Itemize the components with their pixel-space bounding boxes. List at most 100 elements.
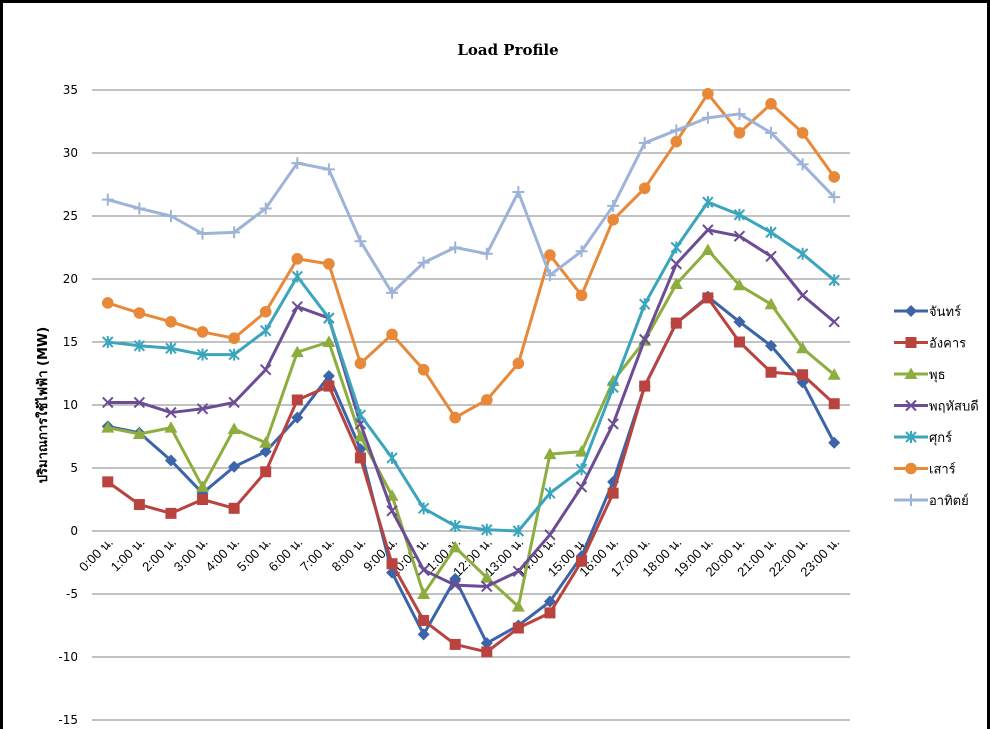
data-point — [386, 505, 398, 517]
data-point — [449, 638, 461, 650]
data-point — [638, 182, 651, 195]
data-point — [417, 363, 430, 376]
data-point — [323, 312, 335, 325]
data-point — [418, 614, 430, 626]
data-point — [575, 481, 588, 493]
y-tick-label: -10 — [58, 650, 78, 664]
data-point — [607, 418, 619, 430]
data-point — [417, 587, 431, 599]
legend-item: เสาร์ — [894, 462, 956, 478]
y-tick-label: 15 — [63, 335, 78, 349]
legend-label: จันทร์ — [929, 304, 961, 320]
data-point — [765, 250, 777, 263]
data-point — [101, 297, 114, 309]
data-point — [291, 301, 303, 313]
gridlines — [92, 89, 850, 721]
data-point — [480, 394, 493, 406]
data-point — [670, 124, 683, 137]
x-tick-label: 0:00 น. — [76, 535, 116, 575]
data-point — [386, 286, 399, 299]
data-point — [322, 163, 335, 176]
x-tick-label: 2:00 น. — [139, 535, 179, 575]
x-tick-label: 5:00 น. — [234, 535, 274, 575]
data-point — [607, 381, 619, 394]
chart-title: Load Profile — [457, 41, 558, 59]
data-point — [796, 247, 809, 260]
data-point — [481, 646, 493, 658]
series-6 — [101, 87, 841, 424]
data-point — [480, 571, 494, 583]
y-axis-label: ปริมาณการใช้ไฟฟ้า (MW) — [34, 327, 51, 483]
data-point — [904, 367, 918, 379]
data-point — [544, 249, 556, 261]
data-point — [133, 339, 146, 352]
data-point — [165, 342, 177, 355]
data-point — [480, 247, 493, 260]
x-tick-label: 8:00 น. — [329, 535, 369, 575]
y-tick-label: 35 — [63, 83, 78, 97]
data-point — [386, 451, 398, 464]
data-point — [905, 399, 917, 412]
series-7 — [101, 107, 841, 299]
data-point — [905, 305, 917, 317]
data-point — [828, 274, 840, 287]
series-line — [107, 92, 836, 420]
data-point — [764, 297, 778, 310]
legend-item: ศุกร์ — [894, 430, 952, 446]
data-point — [164, 210, 177, 222]
data-point — [386, 328, 398, 341]
data-point — [290, 345, 304, 358]
legend-item: อังคาร — [894, 337, 966, 352]
legend-label: พฤหัสบดี — [929, 399, 979, 415]
data-point — [353, 430, 367, 442]
data-point — [607, 487, 619, 499]
y-tick-label: 25 — [63, 209, 78, 223]
data-point — [448, 540, 462, 553]
data-point — [228, 226, 241, 239]
data-point — [133, 499, 145, 511]
series-line — [107, 295, 836, 645]
data-point — [828, 398, 840, 410]
data-point — [512, 357, 525, 370]
data-point — [828, 171, 841, 183]
data-point — [638, 136, 651, 149]
data-point — [733, 208, 746, 221]
y-tick-label: 10 — [63, 398, 78, 412]
data-point — [196, 480, 210, 492]
series-line — [107, 248, 836, 609]
series-line — [107, 112, 836, 295]
data-point — [196, 227, 209, 240]
data-point — [354, 452, 366, 464]
series-line — [107, 200, 836, 533]
x-tick-label: 7:00 น. — [297, 535, 337, 575]
data-point — [291, 411, 304, 424]
data-point — [765, 366, 777, 378]
data-point — [164, 454, 177, 467]
data-point — [639, 380, 651, 392]
data-point — [733, 315, 746, 328]
data-point — [797, 369, 809, 381]
data-point — [228, 502, 240, 514]
y-tick-label: 5 — [70, 461, 78, 475]
data-point — [228, 460, 241, 473]
data-point — [607, 213, 619, 226]
data-point — [165, 316, 177, 328]
y-tick-label: -15 — [58, 713, 78, 727]
data-point — [323, 380, 335, 392]
data-point — [733, 336, 745, 348]
data-point — [796, 158, 809, 171]
data-point — [449, 241, 462, 254]
data-point — [702, 224, 714, 236]
series-5 — [102, 196, 840, 537]
data-point — [512, 622, 524, 634]
legend-label: อาทิตย์ — [929, 493, 969, 509]
data-point — [228, 332, 240, 345]
data-point — [905, 494, 917, 506]
data-point — [544, 529, 556, 541]
data-point — [228, 396, 240, 409]
data-point — [322, 335, 336, 347]
data-point — [197, 494, 209, 505]
data-point — [417, 564, 430, 576]
y-tick-labels: 35 30 25 20 15 10 5 0 -5 -10 -15 — [58, 83, 78, 727]
